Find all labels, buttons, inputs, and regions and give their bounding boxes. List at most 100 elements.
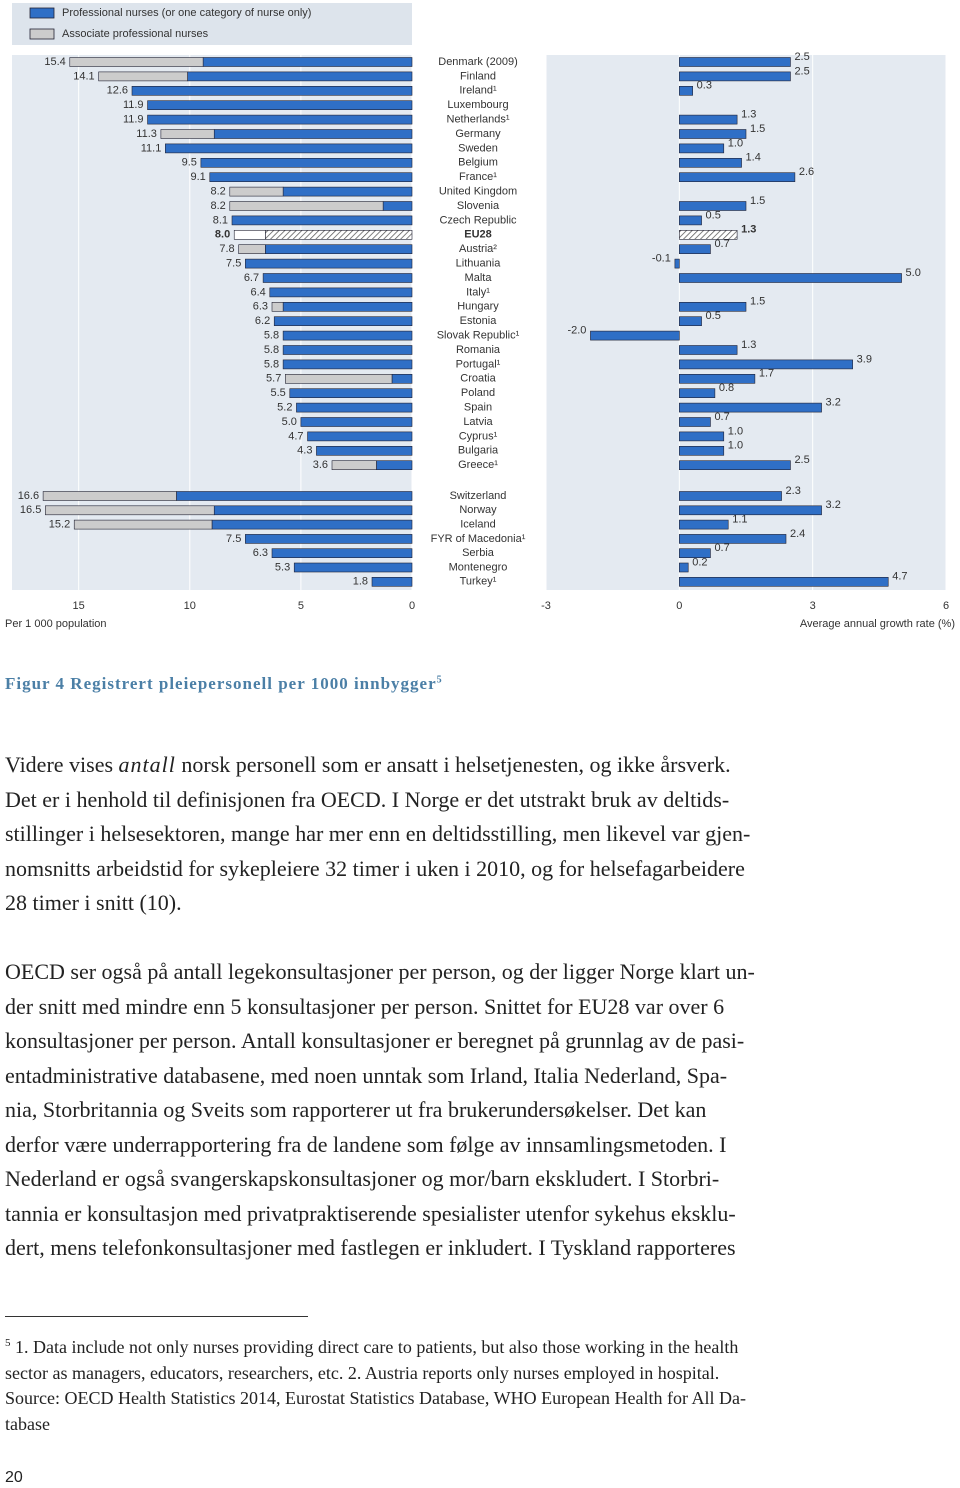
figure-caption: Figur 4 Registrert pleiepersonell per 10… xyxy=(5,674,443,694)
value-label: 15.4 xyxy=(44,56,65,68)
value-label: 5.8 xyxy=(264,330,279,342)
value-label: 9.5 xyxy=(182,157,197,169)
value-label: 1.3 xyxy=(741,224,756,236)
category-label: Turkey¹ xyxy=(460,576,497,588)
bar xyxy=(679,230,738,240)
text-line: dert, mens telefonkonsultasjoner med fas… xyxy=(5,1235,736,1260)
value-label: 1.7 xyxy=(759,368,774,380)
value-label: 1.3 xyxy=(741,339,756,351)
bar xyxy=(679,273,902,283)
bar-segment xyxy=(231,215,413,226)
paragraph: Videre vises antall norsk personell som … xyxy=(5,748,750,921)
value-label: 1.0 xyxy=(728,425,743,437)
value-label: 9.1 xyxy=(190,171,205,183)
category-label: Estonia xyxy=(460,315,498,327)
category-label: Finland xyxy=(460,70,496,82)
value-label: 1.5 xyxy=(750,123,765,135)
value-label: 2.5 xyxy=(794,65,809,77)
bar-segment xyxy=(376,460,413,471)
bar xyxy=(679,431,725,442)
footnote-line: Source: OECD Health Statistics 2014, Eur… xyxy=(5,1386,746,1412)
category-label: Italy¹ xyxy=(466,286,490,298)
bar-segment xyxy=(273,316,413,327)
bar-segment xyxy=(282,301,413,312)
legend-label: Associate professional nurses xyxy=(62,28,209,40)
value-label: 2.6 xyxy=(799,166,814,178)
value-label: 1.0 xyxy=(728,137,743,149)
bar-segment xyxy=(238,244,266,254)
bar-segment xyxy=(209,172,413,182)
bar-segment xyxy=(382,201,413,211)
category-label: Slovenia xyxy=(457,200,500,212)
bar-segment xyxy=(202,57,413,67)
bar xyxy=(679,57,791,67)
value-label: 0.7 xyxy=(714,238,729,250)
bar xyxy=(679,491,782,501)
footnote-text: tabase xyxy=(5,1413,50,1434)
text-line: Nederland er også svangerskapskonsultasj… xyxy=(5,1166,720,1191)
category-label: Switzerland xyxy=(450,490,507,502)
value-label: 5.5 xyxy=(270,387,285,399)
category-label: EU28 xyxy=(464,229,492,241)
bar xyxy=(679,129,747,139)
bar xyxy=(679,417,711,427)
footnote-rule xyxy=(5,1316,308,1317)
category-label: Croatia xyxy=(460,373,496,385)
text-run: norsk personell som er ansatt i helsetje… xyxy=(175,752,731,777)
value-label: 3.6 xyxy=(313,459,328,471)
text-line: Det er i henhold til definisjonen fra OE… xyxy=(5,786,730,812)
category-label: Slovak Republic¹ xyxy=(437,330,520,342)
value-label: 7.5 xyxy=(226,533,241,545)
bar-segment xyxy=(176,491,413,501)
bar-segment xyxy=(265,244,413,254)
value-label: 5.3 xyxy=(275,561,290,573)
bar-segment xyxy=(282,330,413,341)
category-label: Austria² xyxy=(459,243,497,255)
bar xyxy=(679,460,791,471)
value-label: 5.8 xyxy=(264,344,279,356)
bar xyxy=(679,316,702,327)
category-label: Spain xyxy=(464,402,492,414)
bar xyxy=(679,345,738,355)
category-label: Greece¹ xyxy=(458,459,498,471)
text-line: tannia er konsultasjon med privatpraktis… xyxy=(5,1200,736,1226)
bar-segment xyxy=(147,114,413,125)
value-label: 16.5 xyxy=(20,504,41,516)
bar-segment xyxy=(69,57,204,67)
text-line: nomsnitts arbeidstid for sykepleiere 32 … xyxy=(5,855,745,881)
value-label: 0.3 xyxy=(697,80,712,92)
category-label: Montenegro xyxy=(449,561,508,573)
value-label: 8.2 xyxy=(210,186,225,198)
plot-area xyxy=(546,55,946,590)
bar-segment xyxy=(245,534,413,544)
bar xyxy=(679,505,822,516)
bar xyxy=(679,402,822,413)
bar-segment xyxy=(331,460,377,471)
value-label: 3.2 xyxy=(826,397,841,409)
text-line: entadministrative databasene, med noen u… xyxy=(5,1062,728,1088)
value-label: 0.5 xyxy=(706,209,721,221)
bar-segment xyxy=(300,417,413,427)
bar xyxy=(679,172,796,182)
x-tick-label: -3 xyxy=(541,600,551,612)
value-label: 5.0 xyxy=(906,267,921,279)
category-label: Serbia xyxy=(462,547,495,559)
bar-segment xyxy=(200,158,413,168)
category-label: Germany xyxy=(455,128,501,140)
text-line: Videre vises antall norsk personell som … xyxy=(5,748,750,783)
bar-segment xyxy=(293,562,413,573)
bar xyxy=(679,86,693,96)
legend-swatch xyxy=(29,28,55,40)
footnote-marker: 5 xyxy=(5,1337,11,1349)
value-label: 7.8 xyxy=(219,243,234,255)
value-label: 11.9 xyxy=(123,114,144,126)
footnote-text: 1. Data include not only nurses providin… xyxy=(15,1337,739,1357)
bar-segment xyxy=(316,445,413,456)
bar-segment xyxy=(45,505,215,516)
bar-segment xyxy=(307,431,413,442)
category-label: Malta xyxy=(465,272,493,284)
bar xyxy=(679,71,791,82)
category-label: Czech Republic xyxy=(439,214,517,226)
bar-segment xyxy=(262,273,413,283)
bar xyxy=(679,534,787,544)
